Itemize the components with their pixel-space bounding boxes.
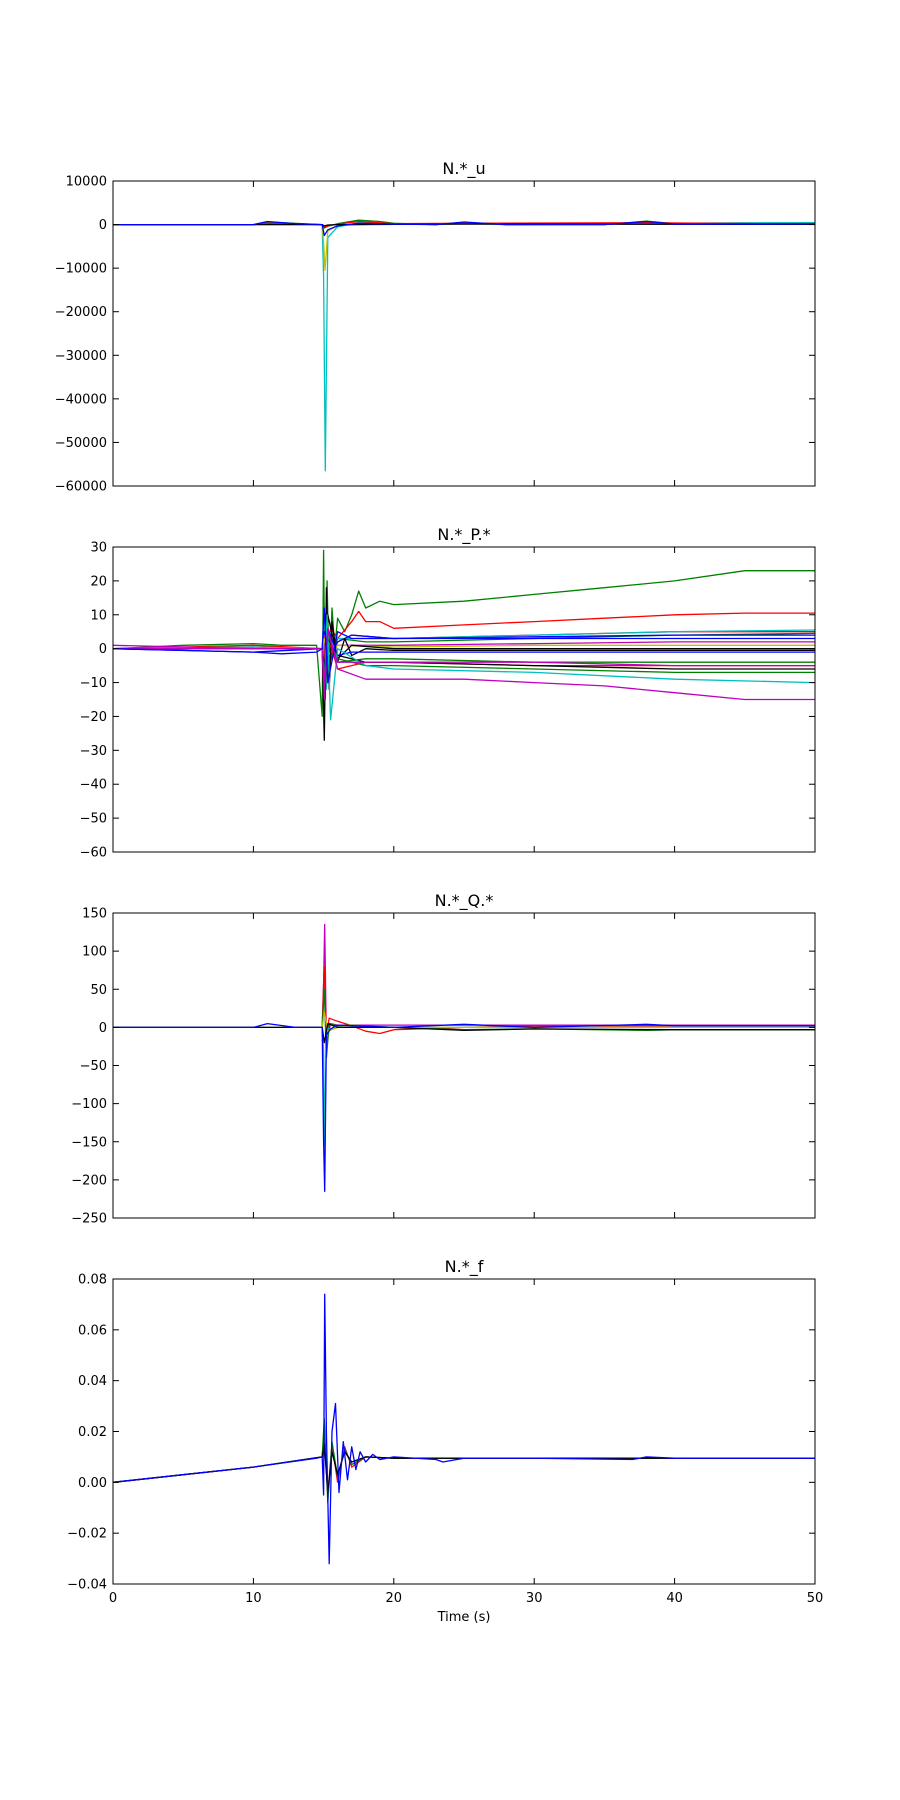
- panel-title: N.*_Q.*: [435, 891, 494, 911]
- series-line-7: [113, 1022, 815, 1192]
- y-tick-label: −200: [71, 1173, 107, 1188]
- series-line-3: [113, 988, 815, 1059]
- y-tick-label: −30000: [55, 349, 107, 364]
- series-line-15: [113, 634, 815, 677]
- y-tick-label: −0.02: [67, 1527, 107, 1542]
- series-line-1: [113, 221, 815, 472]
- y-tick-label: −50: [80, 812, 107, 827]
- y-tick-label: −20000: [55, 305, 107, 320]
- panel-title: N.*_u: [442, 159, 485, 179]
- y-tick-label: 0.06: [78, 1323, 107, 1338]
- panel-title: N.*_P.*: [437, 525, 490, 545]
- y-tick-label: −20: [80, 710, 107, 725]
- panel-active-power: N.*_P.* 30 20 10 0 −10 −20 −30 −40 −50 −60: [80, 525, 816, 861]
- series-line-4: [113, 1293, 815, 1565]
- plot-area: 10000 0 −10000 −20000 −30000 −40000 −50000 −600…: [55, 175, 816, 495]
- y-tick-label: 0: [99, 1021, 107, 1036]
- series-line-2: [113, 1418, 815, 1504]
- x-tick-label: 50: [807, 1591, 824, 1606]
- y-tick-label: −150: [71, 1135, 107, 1150]
- series-line-2: [113, 610, 815, 701]
- x-tick-label: 10: [245, 1591, 262, 1606]
- x-tick-label: 20: [386, 1591, 403, 1606]
- y-tick-label: 0: [99, 642, 107, 657]
- series-line-4: [113, 1026, 815, 1147]
- plot-frame: [112, 912, 816, 1219]
- plot-frame: [112, 546, 816, 853]
- series-group: [113, 549, 815, 741]
- series-line-3: [113, 1443, 815, 1494]
- plot-area: 30 20 10 0 −10 −20 −30 −40 −50 −60: [80, 541, 816, 861]
- x-tick-label: 0: [109, 1591, 117, 1606]
- series-line-14: [113, 637, 815, 670]
- plot-area: 150 100 50 0 −50 −100 −150 −200 −250: [71, 907, 816, 1227]
- x-tick-label: 30: [526, 1591, 543, 1606]
- y-tick-label: 100: [82, 945, 107, 960]
- y-tick-label: 0: [99, 218, 107, 233]
- panel-voltage: N.*_u 10000 0 −10000 −20000 −30000 −40000 −500…: [55, 159, 816, 495]
- x-axis-label: Time (s): [437, 1610, 491, 1625]
- y-tick-label: −40000: [55, 392, 107, 407]
- series-line-1: [113, 549, 815, 718]
- series-line-6: [113, 220, 815, 237]
- series-line-19: [113, 607, 815, 684]
- series-group: [113, 923, 815, 1192]
- series-group: [113, 219, 815, 472]
- series-line-10: [113, 614, 815, 701]
- y-tick-label: −10: [80, 676, 107, 691]
- y-tick-label: −40: [80, 778, 107, 793]
- y-tick-label: 20: [90, 574, 107, 589]
- plot-frame: [112, 1278, 816, 1585]
- y-tick-label: 10: [90, 608, 107, 623]
- y-tick-label: −60000: [55, 480, 107, 495]
- y-tick-label: −60: [80, 846, 107, 861]
- series-line-3: [113, 620, 815, 667]
- x-tick-label: 40: [666, 1591, 683, 1606]
- y-tick-label: −30: [80, 744, 107, 759]
- y-tick-label: 0.04: [78, 1374, 107, 1389]
- panel-title: N.*_f: [445, 1257, 484, 1277]
- plot-frame: [112, 180, 816, 487]
- y-tick-label: 50: [90, 983, 107, 998]
- series-line-17: [113, 631, 815, 684]
- y-tick-label: 150: [82, 907, 107, 922]
- series-group: [113, 1293, 815, 1565]
- series-line-5: [113, 1011, 815, 1032]
- y-tick-label: −100: [71, 1097, 107, 1112]
- panel-frequency: N.*_f 0 10 20 30 40 50 0.08 0.06 0.04 0.02 0.00 −0.…: [67, 1257, 823, 1625]
- panel-reactive-power: N.*_Q.* 150 100 50 0 −50 −100 −150 −200 −250: [71, 891, 816, 1227]
- series-line-1: [113, 1430, 815, 1496]
- y-tick-label: −50000: [55, 436, 107, 451]
- y-tick-label: −250: [71, 1212, 107, 1227]
- y-tick-label: 0.02: [78, 1425, 107, 1440]
- y-tick-label: 10000: [66, 175, 107, 190]
- y-tick-label: 0.00: [78, 1476, 107, 1491]
- plot-area: 0 10 20 30 40 50 0.08 0.06 0.04 0.02 0.00 −0.02 −0.0…: [67, 1273, 823, 1607]
- y-tick-label: 30: [90, 541, 107, 556]
- y-tick-label: −50: [80, 1059, 107, 1074]
- series-line-12: [113, 631, 815, 684]
- y-tick-label: 0.08: [78, 1273, 107, 1288]
- series-line-2: [113, 223, 815, 271]
- y-tick-label: −0.04: [67, 1578, 107, 1593]
- y-tick-label: −10000: [55, 262, 107, 277]
- series-line-6: [113, 631, 815, 660]
- series-line-18: [113, 627, 815, 701]
